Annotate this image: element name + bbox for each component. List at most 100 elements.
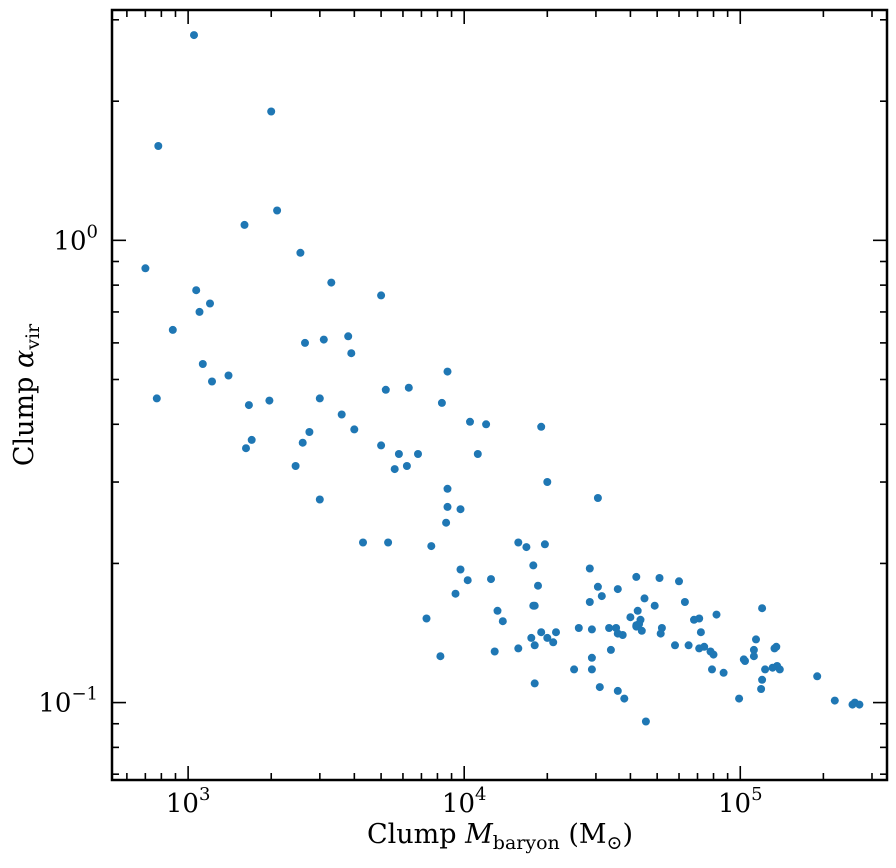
data-point	[570, 665, 579, 674]
data-point	[442, 518, 451, 527]
x-tick-label: 105	[718, 784, 763, 819]
data-point	[344, 332, 353, 341]
data-point	[635, 619, 644, 628]
data-point	[605, 624, 614, 632]
data-point	[675, 577, 683, 586]
data-point	[315, 394, 324, 403]
data-point	[530, 601, 539, 610]
data-point	[443, 484, 452, 493]
data-point	[522, 543, 531, 552]
y-tick-label: 100	[53, 221, 98, 256]
data-point	[427, 542, 436, 551]
data-point	[768, 663, 777, 672]
data-point	[606, 645, 615, 654]
data-point	[719, 668, 728, 677]
data-point	[273, 206, 282, 215]
data-point	[463, 576, 472, 585]
data-point	[690, 615, 698, 624]
data-point	[752, 635, 760, 644]
data-point	[593, 494, 602, 502]
data-point	[242, 444, 250, 453]
data-point	[247, 435, 256, 444]
data-point	[830, 696, 839, 705]
data-point	[456, 565, 465, 574]
data-point	[267, 107, 276, 116]
data-point	[265, 396, 274, 405]
data-point	[613, 686, 622, 695]
data-point	[473, 450, 482, 458]
data-point	[394, 450, 403, 458]
data-point	[359, 538, 367, 547]
data-point	[456, 505, 465, 514]
data-point	[208, 377, 216, 386]
data-point	[305, 428, 314, 436]
data-point	[741, 657, 749, 665]
data-point	[490, 647, 499, 656]
data-point	[534, 581, 542, 590]
data-point	[655, 574, 664, 582]
data-point	[514, 644, 523, 653]
data-point	[529, 561, 538, 570]
data-point	[552, 628, 560, 637]
data-point	[530, 679, 539, 688]
data-point	[527, 633, 536, 642]
data-point	[530, 641, 539, 650]
data-points	[141, 31, 864, 726]
data-point	[198, 360, 207, 368]
data-point	[620, 694, 629, 703]
data-point	[656, 629, 665, 638]
data-point	[540, 540, 549, 549]
data-point	[543, 478, 552, 486]
data-point	[301, 338, 309, 347]
data-point	[549, 638, 558, 647]
data-point	[443, 502, 452, 511]
data-point	[613, 585, 622, 594]
data-point	[593, 582, 602, 591]
data-point	[493, 606, 502, 615]
data-point	[680, 598, 689, 606]
data-point	[695, 644, 704, 653]
data-point	[770, 644, 779, 653]
data-point	[422, 614, 431, 623]
data-point	[537, 422, 546, 431]
data-point	[587, 665, 596, 674]
data-point	[190, 31, 198, 40]
data-point	[337, 410, 346, 419]
data-point	[319, 335, 328, 344]
data-point	[437, 398, 446, 407]
data-point	[192, 286, 201, 295]
y-axis-label: Clump αvir	[9, 323, 44, 466]
data-point	[709, 650, 718, 659]
data-point	[350, 425, 359, 434]
data-point	[813, 672, 822, 681]
data-point	[597, 592, 606, 601]
data-point	[240, 220, 249, 229]
data-point	[585, 598, 594, 606]
data-point	[758, 604, 767, 613]
data-point	[595, 683, 604, 692]
data-point	[537, 628, 546, 637]
data-point	[414, 450, 422, 458]
data-point	[684, 641, 693, 650]
data-point	[632, 572, 641, 581]
data-point	[696, 628, 705, 637]
data-point	[848, 700, 857, 709]
data-point	[377, 441, 386, 450]
data-point	[587, 653, 596, 662]
data-point	[712, 610, 721, 619]
data-point	[451, 589, 460, 598]
data-point	[315, 495, 324, 504]
data-point	[244, 401, 253, 410]
data-point	[761, 665, 770, 674]
data-point	[296, 248, 305, 257]
data-point	[708, 665, 716, 674]
major-ticks	[112, 10, 887, 780]
data-point	[347, 349, 356, 358]
data-point	[377, 291, 386, 300]
data-point	[154, 142, 163, 150]
data-point	[749, 652, 758, 661]
data-point	[498, 617, 507, 626]
data-point	[671, 641, 679, 650]
data-point	[443, 367, 452, 376]
